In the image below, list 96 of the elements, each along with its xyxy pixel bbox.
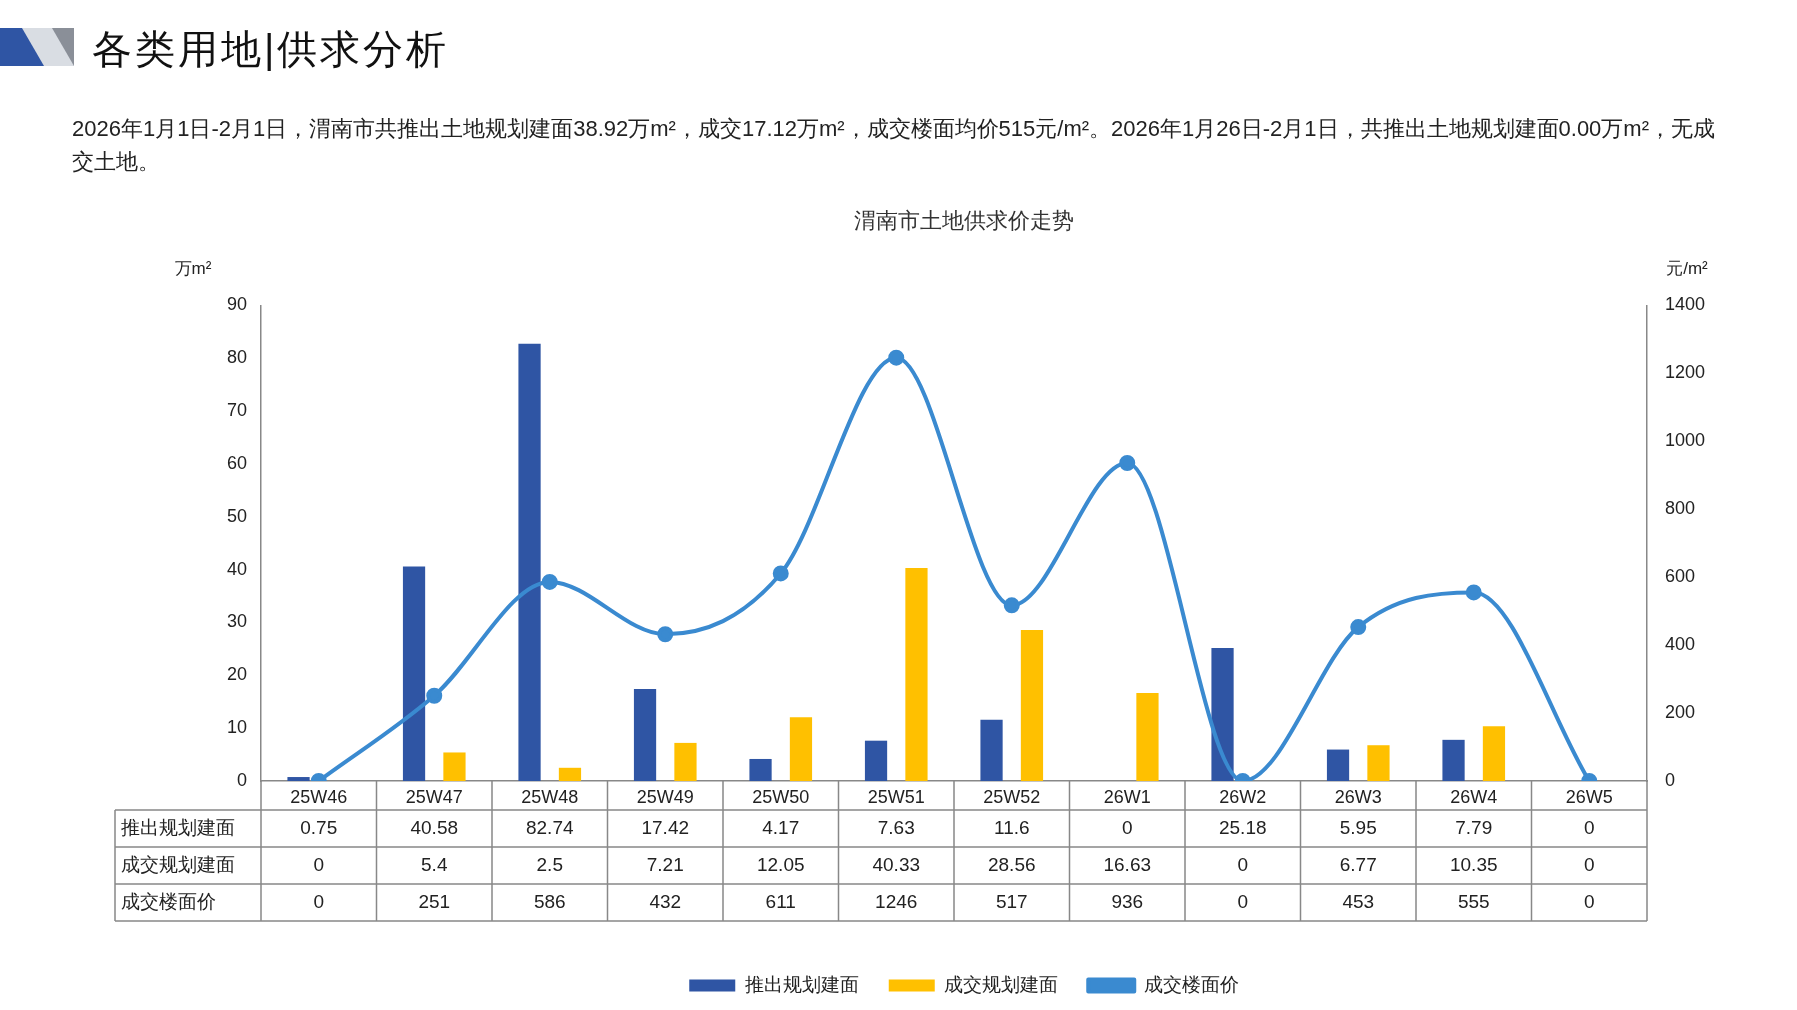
bar — [633, 688, 657, 781]
y-tick-label: 20 — [226, 664, 247, 685]
chart-title: 渭南市土地供求价走势 — [854, 208, 1074, 234]
data-label: 0 — [313, 853, 325, 875]
data-label: 2.5 — [536, 853, 563, 875]
bar — [674, 742, 697, 781]
bar — [1367, 745, 1390, 781]
data-label: 611 — [765, 890, 796, 912]
bar — [1020, 630, 1044, 781]
data-label: 432 — [649, 890, 682, 912]
data-label: 251 — [418, 890, 451, 912]
text: 推出规划建面 — [121, 816, 235, 838]
legend-label: 推出规划建面 — [744, 973, 859, 995]
bar — [905, 567, 928, 781]
bar — [864, 740, 888, 781]
y2-tick-label: 400 — [1665, 634, 1696, 655]
bar — [749, 758, 772, 781]
x-tick-label: 25W51 — [867, 786, 925, 807]
y-tick-label: 10 — [226, 717, 247, 738]
data-label: 555 — [1457, 890, 1490, 912]
x-tick-label: 25W50 — [752, 786, 810, 807]
data-label: 10.35 — [1449, 853, 1498, 875]
x-tick-label: 26W3 — [1334, 786, 1382, 807]
bar — [287, 777, 310, 781]
text: 成交规划建面 — [121, 853, 235, 875]
data-label: 0 — [1237, 890, 1249, 912]
y2-tick-label: 600 — [1665, 566, 1696, 587]
y-tick-label: 30 — [226, 611, 247, 632]
data-label: 7.21 — [646, 853, 684, 875]
data-label: 5.4 — [421, 853, 448, 875]
bar — [402, 566, 426, 781]
data-label: 936 — [1111, 890, 1144, 912]
data-label: 17.42 — [641, 816, 690, 838]
bar — [443, 752, 466, 781]
data-label: 7.63 — [877, 816, 915, 838]
text: 成交楼面价 — [121, 890, 216, 912]
data-label: 5.95 — [1339, 816, 1377, 838]
data-label: 0 — [1583, 816, 1595, 838]
bar — [789, 717, 813, 781]
text: 各类用地|供求分析 — [92, 26, 450, 73]
x-tick-label: 25W52 — [983, 786, 1041, 807]
y2-tick-label: 200 — [1665, 702, 1696, 723]
y-tick-label: 50 — [226, 505, 247, 526]
x-tick-label: 26W5 — [1565, 786, 1613, 807]
legend-label: 成交楼面价 — [1143, 973, 1239, 995]
y-tick-label: 40 — [226, 558, 247, 579]
bar — [558, 767, 582, 781]
data-label: 40.33 — [872, 853, 921, 875]
data-label: 0 — [1121, 816, 1133, 838]
bar — [518, 343, 541, 781]
bar — [1442, 739, 1465, 781]
y-tick-label: 60 — [226, 452, 247, 473]
y-tick-label: 0 — [236, 769, 247, 790]
data-label: 4.17 — [762, 816, 800, 838]
data-label: 517 — [995, 890, 1028, 912]
data-label: 586 — [533, 890, 566, 912]
x-tick-label: 26W2 — [1219, 786, 1267, 807]
x-tick-label: 26W4 — [1450, 786, 1498, 807]
data-label: 6.77 — [1339, 853, 1377, 875]
text: 2026年1月1日-2月1日，渭南市共推出土地规划建面38.92万m²，成交17.12万m²，成交楼面均价515元/m²。2026年1月26日-2月1日，共推出土地规划建面0.00万m²，无成交土地。 — [72, 115, 1716, 176]
data-label: 16.63 — [1103, 853, 1152, 875]
y2-tick-label: 800 — [1665, 498, 1696, 519]
data-label: 0 — [313, 890, 325, 912]
legend-label: 成交规划建面 — [944, 973, 1059, 995]
data-label: 1246 — [875, 890, 918, 912]
x-tick-label: 25W49 — [636, 786, 694, 807]
data-label: 0 — [1583, 853, 1595, 875]
bar — [1326, 749, 1350, 781]
x-tick-label: 25W48 — [521, 786, 579, 807]
bar — [1482, 726, 1506, 781]
y2-tick-label: 1400 — [1665, 294, 1706, 315]
y-axis-title: 万m² — [174, 258, 212, 278]
x-tick-label: 25W46 — [290, 786, 348, 807]
bar — [1136, 693, 1159, 781]
y2-tick-label: 0 — [1665, 769, 1676, 790]
data-label: 40.58 — [410, 816, 459, 838]
x-tick-label: 26W1 — [1103, 786, 1151, 807]
y-tick-label: 80 — [226, 347, 247, 368]
x-tick-label: 25W47 — [405, 786, 463, 807]
y2-tick-label: 1200 — [1665, 362, 1706, 383]
bar — [1211, 647, 1234, 781]
data-label: 11.6 — [993, 816, 1030, 838]
data-label: 0.75 — [300, 816, 338, 838]
data-label: 0 — [1237, 853, 1249, 875]
data-label: 453 — [1342, 890, 1375, 912]
y-tick-label: 70 — [226, 400, 247, 421]
data-label: 25.18 — [1218, 816, 1267, 838]
y2-axis-title: 元/m² — [1666, 258, 1709, 278]
data-label: 0 — [1583, 890, 1595, 912]
data-label: 82.74 — [525, 816, 574, 838]
data-label: 7.79 — [1455, 816, 1493, 838]
bar — [980, 719, 1003, 781]
y2-tick-label: 1000 — [1665, 430, 1706, 451]
y-tick-label: 90 — [226, 294, 247, 315]
data-label: 12.05 — [756, 853, 805, 875]
data-label: 28.56 — [987, 853, 1036, 875]
